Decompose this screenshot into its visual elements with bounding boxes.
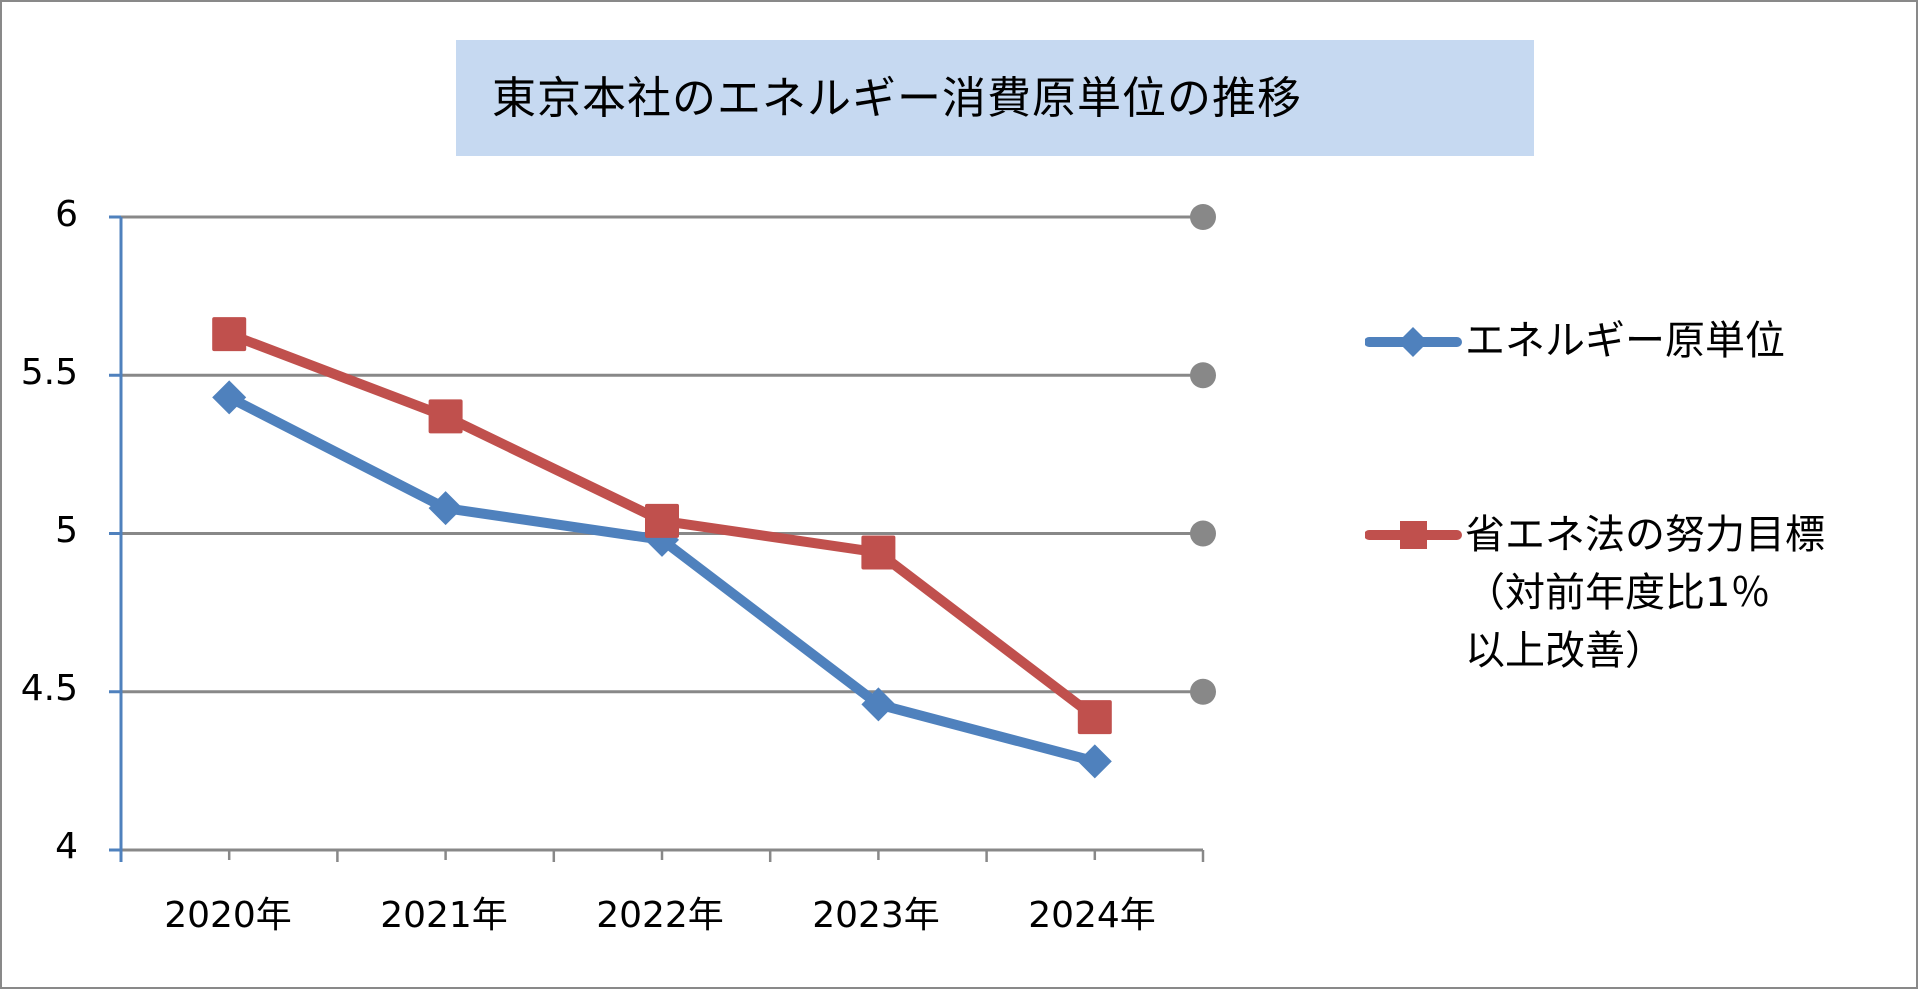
gridline-end-dot: [1190, 520, 1216, 547]
diamond-marker-icon: [1077, 744, 1112, 779]
gridline-end-dot: [1190, 678, 1216, 705]
chart-title: 東京本社のエネルギー消費原単位の推移: [492, 73, 1302, 124]
gridline-end-dot: [1190, 362, 1216, 389]
square-marker-icon: [1077, 700, 1112, 735]
square-marker-icon: [212, 317, 247, 352]
x-tick-label: 2022年: [596, 895, 724, 936]
x-tick-label: 2023年: [812, 895, 940, 936]
x-tick-label: 2024年: [1028, 895, 1156, 936]
y-tick-label: 6: [55, 194, 78, 235]
x-tick-label: 2020年: [164, 895, 292, 936]
square-marker-icon: [861, 535, 896, 570]
diamond-marker-icon: [212, 380, 247, 415]
y-tick-label: 5.5: [20, 352, 78, 393]
legend-diamond-marker-icon: [1365, 327, 1462, 357]
square-marker-icon: [428, 399, 463, 434]
y-tick-label: 5: [55, 510, 78, 551]
x-tick-label: 2021年: [380, 895, 508, 936]
diamond-marker-icon: [428, 491, 463, 526]
gridline-end-dot: [1190, 204, 1216, 230]
series-line: [226, 392, 1097, 767]
diamond-marker-icon: [861, 687, 896, 722]
y-tick-label: 4: [55, 826, 78, 867]
square-marker-icon: [645, 503, 679, 538]
chart-title-box: 東京本社のエネルギー消費原単位の推移: [456, 40, 1534, 156]
legend-label: エネルギー原単位: [1465, 318, 1785, 364]
y-tick-label: 4.5: [20, 668, 78, 709]
legend-label: 省エネ法の努力目標 （対前年度比1％ 以上改善）: [1465, 512, 1825, 674]
legend-square-marker-icon: [1365, 521, 1462, 549]
